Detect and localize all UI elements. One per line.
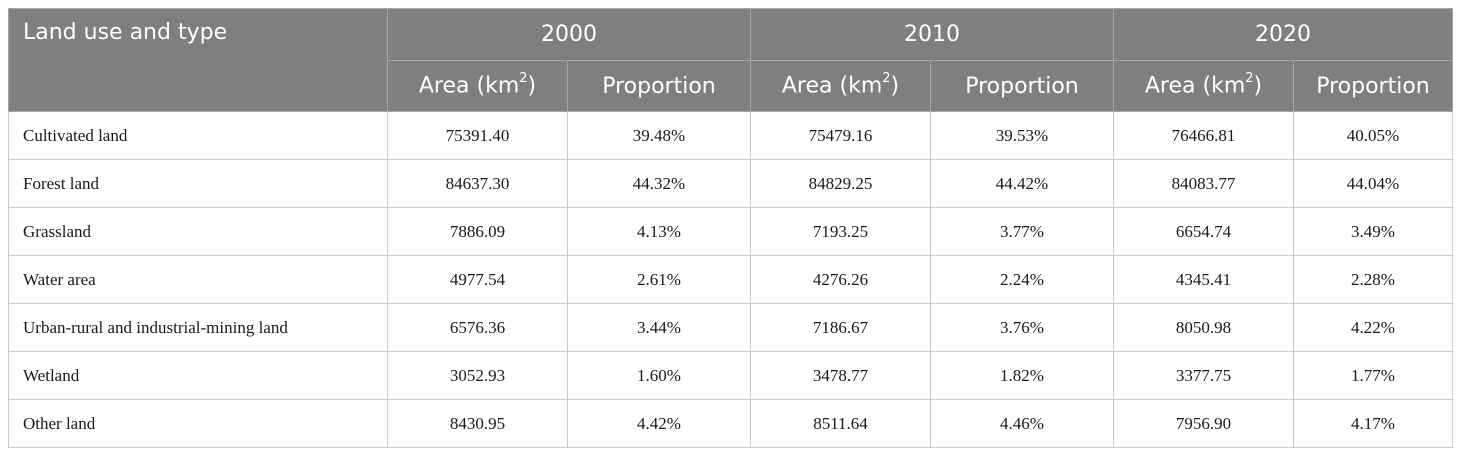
table-cell: 3.76% <box>930 303 1114 352</box>
table-cell: 76466.81 <box>1113 111 1294 160</box>
table-cell: 8430.95 <box>387 399 568 448</box>
table-cell: 1.77% <box>1293 351 1453 400</box>
table-cell: 84083.77 <box>1113 159 1294 208</box>
table-row: Cultivated land 75391.40 39.48% 75479.16… <box>8 111 1453 160</box>
row-label: Water area <box>8 255 388 304</box>
table-cell: 44.42% <box>930 159 1114 208</box>
table-cell: 3.77% <box>930 207 1114 256</box>
year-header: 2000 <box>387 8 751 61</box>
table-cell: 2.28% <box>1293 255 1453 304</box>
table-row: Wetland 3052.93 1.60% 3478.77 1.82% 3377… <box>8 351 1453 400</box>
table-cell: 1.82% <box>930 351 1114 400</box>
table-cell: 1.60% <box>567 351 751 400</box>
proportion-header: Proportion <box>1293 60 1453 112</box>
table-cell: 4.17% <box>1293 399 1453 448</box>
table-cell: 6654.74 <box>1113 207 1294 256</box>
table-cell: 3478.77 <box>750 351 931 400</box>
table-cell: 4.13% <box>567 207 751 256</box>
table-row: Other land 8430.95 4.42% 8511.64 4.46% 7… <box>8 399 1453 448</box>
table-cell: 4276.26 <box>750 255 931 304</box>
table-cell: 2.61% <box>567 255 751 304</box>
proportion-header: Proportion <box>567 60 751 112</box>
table-row: Water area 4977.54 2.61% 4276.26 2.24% 4… <box>8 255 1453 304</box>
table-cell: 4345.41 <box>1113 255 1294 304</box>
table-cell: 6576.36 <box>387 303 568 352</box>
year-header: 2020 <box>1113 8 1453 61</box>
table-cell: 7193.25 <box>750 207 931 256</box>
table-cell: 4.46% <box>930 399 1114 448</box>
table-cell: 4.22% <box>1293 303 1453 352</box>
row-label: Cultivated land <box>8 111 388 160</box>
table-cell: 4.42% <box>567 399 751 448</box>
table-cell: 40.05% <box>1293 111 1453 160</box>
table-cell: 3.49% <box>1293 207 1453 256</box>
row-label: Forest land <box>8 159 388 208</box>
area-header: Area (km2) <box>387 60 568 112</box>
table-cell: 2.24% <box>930 255 1114 304</box>
table-cell: 44.04% <box>1293 159 1453 208</box>
table-cell: 75479.16 <box>750 111 931 160</box>
table-cell: 3.44% <box>567 303 751 352</box>
table-cell: 7186.67 <box>750 303 931 352</box>
table-row: Urban-rural and industrial-mining land 6… <box>8 303 1453 352</box>
proportion-header: Proportion <box>930 60 1114 112</box>
year-header: 2010 <box>750 8 1114 61</box>
table-row: Forest land 84637.30 44.32% 84829.25 44.… <box>8 159 1453 208</box>
area-header: Area (km2) <box>1113 60 1294 112</box>
row-label: Grassland <box>8 207 388 256</box>
table-cell: 3052.93 <box>387 351 568 400</box>
table-cell: 7886.09 <box>387 207 568 256</box>
table-cell: 4977.54 <box>387 255 568 304</box>
table-row: Grassland 7886.09 4.13% 7193.25 3.77% 66… <box>8 207 1453 256</box>
header-row-years: Land use and type 2000 2010 2020 <box>8 8 1453 112</box>
table-cell: 7956.90 <box>1113 399 1294 448</box>
table-cell: 8511.64 <box>750 399 931 448</box>
table-cell: 8050.98 <box>1113 303 1294 352</box>
table-cell: 84829.25 <box>750 159 931 208</box>
table-cell: 39.48% <box>567 111 751 160</box>
table-cell: 75391.40 <box>387 111 568 160</box>
corner-header: Land use and type <box>8 8 388 112</box>
row-label: Wetland <box>8 351 388 400</box>
table-cell: 44.32% <box>567 159 751 208</box>
table-cell: 39.53% <box>930 111 1114 160</box>
row-label: Urban-rural and industrial-mining land <box>8 303 388 352</box>
table-cell: 84637.30 <box>387 159 568 208</box>
land-use-table: Land use and type 2000 2010 2020 Area (k… <box>8 8 1453 448</box>
area-header: Area (km2) <box>750 60 931 112</box>
header-row-metrics: Area (km2) Proportion Area (km2) Proport… <box>9 60 1453 112</box>
land-use-table-container: Land use and type 2000 2010 2020 Area (k… <box>8 8 1453 448</box>
row-label: Other land <box>8 399 388 448</box>
table-cell: 3377.75 <box>1113 351 1294 400</box>
